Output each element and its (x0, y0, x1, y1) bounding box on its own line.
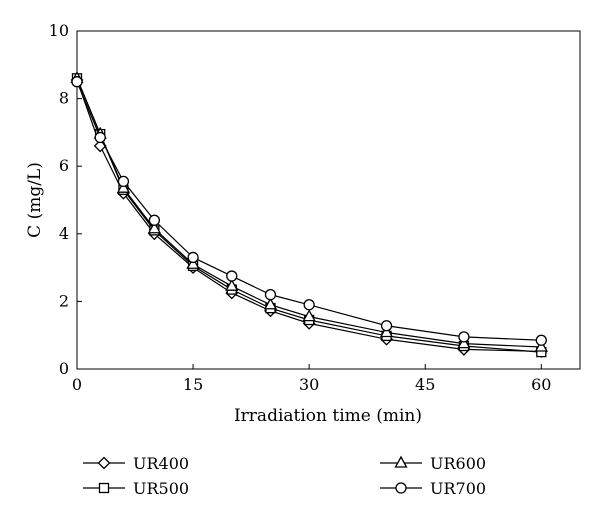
x-tick-label: 45 (415, 375, 435, 394)
data-point (117, 175, 130, 188)
data-point (302, 309, 316, 322)
x-axis-title: Irradiation time (min) (234, 406, 422, 426)
data-point (226, 270, 238, 282)
data-point (225, 278, 239, 291)
plot-frame (76, 30, 581, 370)
data-point (380, 320, 393, 332)
x-tick-label: 60 (531, 375, 551, 394)
legend: UR400 UR500 UR600 UR700 (83, 454, 486, 498)
legend-label: UR700 (430, 479, 486, 498)
data-point (263, 297, 278, 310)
data-point (458, 331, 470, 343)
legend-item: UR700 (380, 479, 486, 498)
y-axis: 0 2 4 6 8 10 (49, 21, 82, 378)
x-axis: 0 15 30 45 60 (72, 364, 551, 394)
data-point (535, 334, 547, 346)
series-ur600 (70, 70, 548, 352)
data-point (264, 288, 277, 301)
y-tick-label: 4 (59, 224, 69, 243)
x-tick-label: 0 (72, 375, 82, 394)
data-point (148, 214, 161, 226)
series-ur700 (71, 76, 547, 346)
legend-marker (97, 456, 111, 470)
legend-item: UR500 (83, 479, 189, 498)
y-tick-label: 0 (59, 359, 69, 378)
y-tick-label: 2 (59, 291, 69, 310)
y-tick-label: 6 (59, 156, 69, 175)
legend-label: UR600 (430, 454, 486, 473)
data-point (147, 221, 161, 234)
legend-label: UR500 (133, 479, 189, 498)
y-axis-title: C (mg/L) (25, 162, 45, 238)
data-point (94, 131, 106, 144)
x-tick-label: 15 (183, 375, 203, 394)
y-tick-label: 8 (59, 89, 69, 108)
plot-area (70, 30, 581, 370)
y-tick-label: 10 (49, 21, 69, 40)
data-point (457, 336, 471, 349)
data-point (379, 325, 394, 338)
data-point (186, 256, 200, 269)
x-tick-label: 30 (299, 375, 319, 394)
legend-item: UR400 (83, 454, 189, 473)
legend-marker (98, 482, 110, 494)
legend-marker (395, 482, 407, 494)
legend-marker (394, 455, 408, 468)
data-point (71, 76, 83, 88)
data-point (303, 299, 315, 311)
legend-item: UR600 (380, 454, 486, 473)
data-point (187, 251, 199, 264)
legend-label: UR400 (133, 454, 189, 473)
data-point (534, 339, 548, 352)
data-point (116, 180, 131, 193)
